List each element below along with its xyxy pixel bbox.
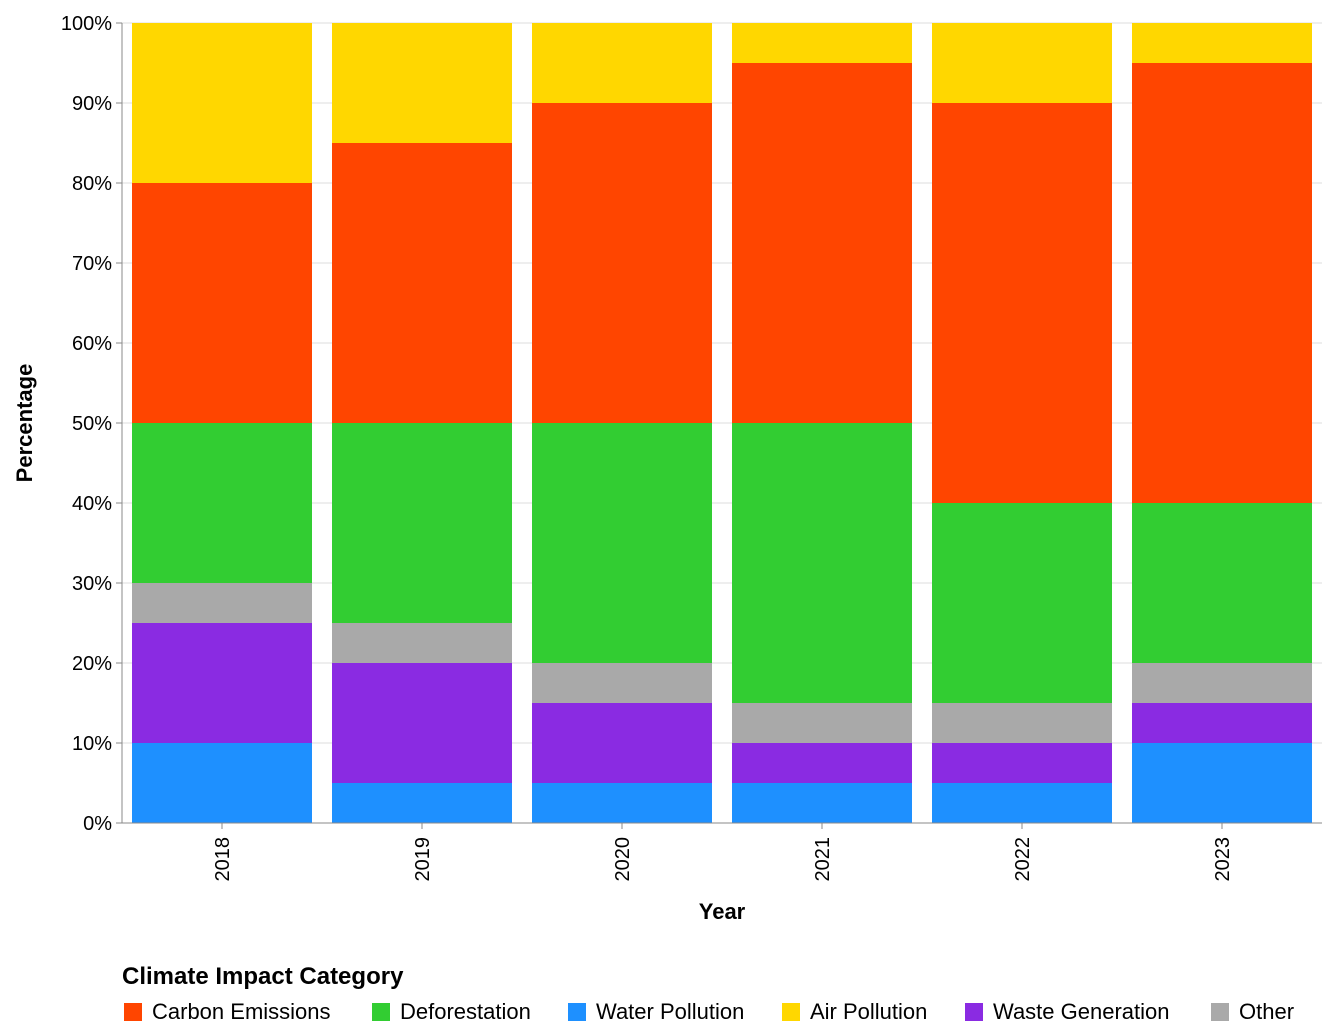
x-axis: 2018 2019 2020 2021 2022 2023 bbox=[122, 822, 1322, 882]
legend-label: Waste Generation bbox=[993, 999, 1170, 1024]
gridlines bbox=[122, 22, 1322, 824]
y-tick-label: 30% bbox=[72, 573, 112, 595]
bar-segment-carbon-emissions-2018 bbox=[132, 183, 312, 423]
y-tick-label: 40% bbox=[72, 493, 112, 515]
legend-swatch bbox=[965, 1003, 983, 1021]
bar-segment-other-2020 bbox=[532, 663, 712, 703]
legend-swatch bbox=[782, 1003, 800, 1021]
y-tick-label: 80% bbox=[72, 173, 112, 195]
bar-segment-other-2022 bbox=[932, 703, 1112, 743]
bar-segment-water-pollution-2022 bbox=[932, 783, 1112, 823]
bars-layer bbox=[132, 23, 1312, 823]
y-tick-label: 90% bbox=[72, 93, 112, 115]
bar-segment-other-2023 bbox=[1132, 663, 1312, 703]
y-tick-label: 100% bbox=[61, 13, 112, 35]
bar-segment-deforestation-2020 bbox=[532, 423, 712, 663]
bar-segment-other-2019 bbox=[332, 623, 512, 663]
x-tick-label: 2019 bbox=[412, 837, 434, 882]
x-axis-title: Year bbox=[699, 899, 746, 924]
legend-item-water-pollution: Water Pollution bbox=[568, 999, 744, 1024]
bar-segment-other-2018 bbox=[132, 583, 312, 623]
bar-segment-waste-generation-2020 bbox=[532, 703, 712, 783]
bar-segment-deforestation-2023 bbox=[1132, 503, 1312, 663]
bar-segment-deforestation-2018 bbox=[132, 423, 312, 583]
y-tick-label: 60% bbox=[72, 333, 112, 355]
legend-label: Other bbox=[1239, 999, 1294, 1024]
legend-items: Carbon Emissions Deforestation Water Pollu… bbox=[124, 999, 1294, 1024]
x-tick-label: 2021 bbox=[812, 837, 834, 882]
legend-label: Deforestation bbox=[400, 999, 531, 1024]
bar-segment-air-pollution-2023 bbox=[1132, 23, 1312, 63]
legend-label: Water Pollution bbox=[596, 999, 744, 1024]
bar-segment-carbon-emissions-2021 bbox=[732, 63, 912, 423]
bar-segment-carbon-emissions-2020 bbox=[532, 103, 712, 423]
y-tick-label: 0% bbox=[83, 813, 112, 835]
bar-segment-waste-generation-2021 bbox=[732, 743, 912, 783]
bar-segment-carbon-emissions-2023 bbox=[1132, 63, 1312, 503]
x-tick-label: 2020 bbox=[612, 837, 634, 882]
legend-swatch bbox=[1211, 1003, 1229, 1021]
legend-title: Climate Impact Category bbox=[122, 963, 404, 990]
bar-segment-deforestation-2019 bbox=[332, 423, 512, 623]
legend-item-air-pollution: Air Pollution bbox=[782, 999, 927, 1024]
bar-segment-waste-generation-2018 bbox=[132, 623, 312, 743]
bar-segment-air-pollution-2019 bbox=[332, 23, 512, 143]
bar-segment-water-pollution-2021 bbox=[732, 783, 912, 823]
x-tick-label: 2018 bbox=[212, 837, 234, 882]
y-tick-label: 50% bbox=[72, 413, 112, 435]
bar-segment-air-pollution-2022 bbox=[932, 23, 1112, 103]
x-tick-label: 2023 bbox=[1212, 837, 1234, 882]
legend-item-deforestation: Deforestation bbox=[372, 999, 531, 1024]
legend-item-other: Other bbox=[1211, 999, 1294, 1024]
bar-segment-water-pollution-2023 bbox=[1132, 743, 1312, 823]
legend-label: Air Pollution bbox=[810, 999, 927, 1024]
legend-label: Carbon Emissions bbox=[152, 999, 331, 1024]
legend-item-waste-generation: Waste Generation bbox=[965, 999, 1170, 1024]
legend: Climate Impact Category Carbon Emissions… bbox=[122, 963, 1294, 1024]
y-axis: 0% 10% 20% 30% 40% 50% 60% 70% 80% 90% 100% bbox=[61, 13, 123, 835]
legend-item-carbon-emissions: Carbon Emissions bbox=[124, 999, 331, 1024]
bar-segment-other-2021 bbox=[732, 703, 912, 743]
bar-segment-water-pollution-2019 bbox=[332, 783, 512, 823]
bar-segment-carbon-emissions-2022 bbox=[932, 103, 1112, 503]
bar-segment-water-pollution-2020 bbox=[532, 783, 712, 823]
bar-segment-deforestation-2021 bbox=[732, 423, 912, 703]
bar-segment-air-pollution-2020 bbox=[532, 23, 712, 103]
legend-swatch bbox=[568, 1003, 586, 1021]
y-tick-label: 20% bbox=[72, 653, 112, 675]
y-axis-title: Percentage bbox=[12, 364, 37, 483]
bar-segment-carbon-emissions-2019 bbox=[332, 143, 512, 423]
bar-segment-air-pollution-2018 bbox=[132, 23, 312, 183]
bar-segment-air-pollution-2021 bbox=[732, 23, 912, 63]
x-tick-label: 2022 bbox=[1012, 837, 1034, 882]
legend-swatch bbox=[372, 1003, 390, 1021]
y-tick-label: 70% bbox=[72, 253, 112, 275]
bar-segment-waste-generation-2023 bbox=[1132, 703, 1312, 743]
legend-swatch bbox=[124, 1003, 142, 1021]
bar-segment-waste-generation-2019 bbox=[332, 663, 512, 783]
bar-segment-waste-generation-2022 bbox=[932, 743, 1112, 783]
y-tick-label: 10% bbox=[72, 733, 112, 755]
bar-segment-deforestation-2022 bbox=[932, 503, 1112, 703]
bar-segment-water-pollution-2018 bbox=[132, 743, 312, 823]
